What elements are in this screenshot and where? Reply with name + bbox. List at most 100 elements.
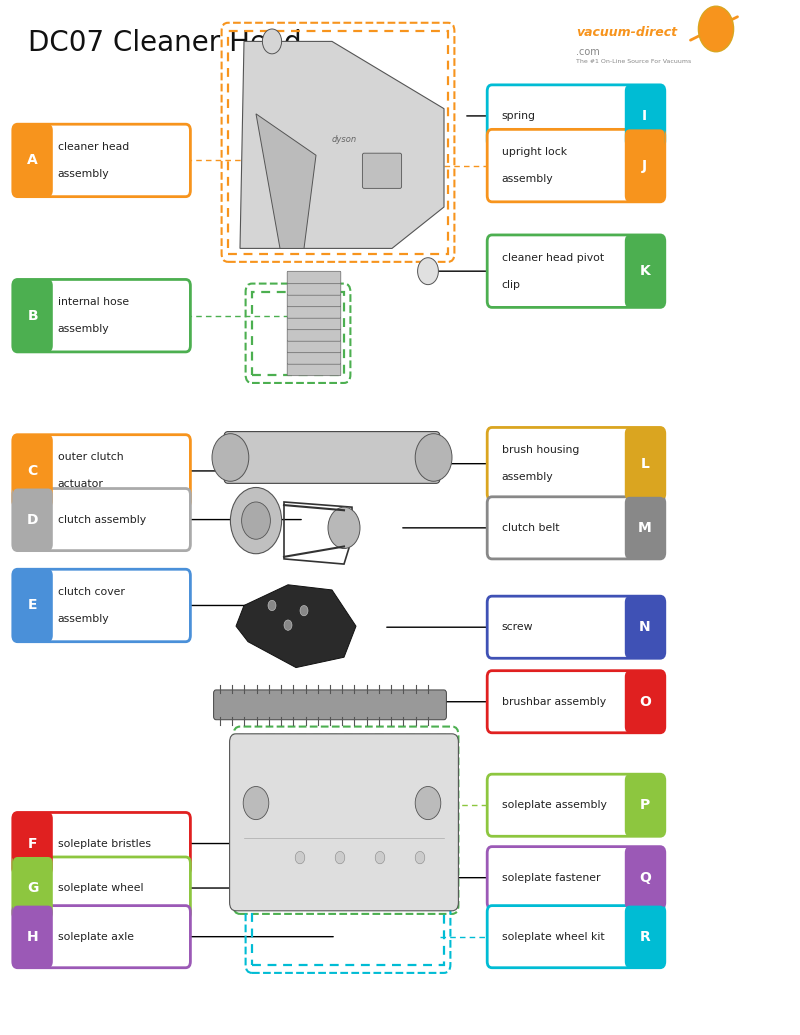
- FancyBboxPatch shape: [287, 352, 341, 364]
- Text: brush housing: brush housing: [502, 445, 579, 455]
- FancyBboxPatch shape: [287, 341, 341, 353]
- FancyBboxPatch shape: [287, 294, 341, 306]
- FancyBboxPatch shape: [487, 596, 665, 658]
- FancyBboxPatch shape: [625, 906, 665, 968]
- Text: O: O: [639, 694, 650, 709]
- FancyBboxPatch shape: [487, 847, 665, 909]
- Text: The #1 On-Line Source For Vacuums: The #1 On-Line Source For Vacuums: [576, 59, 691, 64]
- Text: Q: Q: [639, 870, 650, 885]
- Text: clip: clip: [502, 279, 521, 290]
- FancyBboxPatch shape: [13, 857, 190, 919]
- Circle shape: [335, 852, 345, 864]
- FancyBboxPatch shape: [625, 774, 665, 836]
- Text: N: N: [639, 620, 650, 634]
- FancyBboxPatch shape: [13, 906, 190, 968]
- FancyBboxPatch shape: [13, 489, 190, 551]
- Text: A: A: [27, 153, 38, 168]
- Circle shape: [375, 852, 385, 864]
- FancyBboxPatch shape: [13, 812, 53, 875]
- Polygon shape: [256, 114, 316, 248]
- FancyBboxPatch shape: [625, 847, 665, 909]
- Circle shape: [415, 434, 452, 481]
- Text: L: L: [640, 456, 650, 471]
- Text: outer clutch: outer clutch: [58, 452, 123, 463]
- Circle shape: [698, 6, 734, 52]
- Text: H: H: [27, 929, 38, 944]
- FancyBboxPatch shape: [13, 489, 53, 551]
- Text: dyson: dyson: [331, 136, 357, 144]
- Text: soleplate bristles: soleplate bristles: [58, 838, 150, 849]
- Circle shape: [300, 605, 308, 616]
- Text: B: B: [27, 308, 38, 323]
- Circle shape: [295, 852, 305, 864]
- Circle shape: [284, 620, 292, 630]
- FancyBboxPatch shape: [487, 427, 665, 500]
- FancyBboxPatch shape: [487, 235, 665, 307]
- FancyBboxPatch shape: [287, 305, 341, 318]
- FancyBboxPatch shape: [487, 497, 665, 559]
- FancyBboxPatch shape: [13, 906, 53, 968]
- Text: soleplate wheel: soleplate wheel: [58, 883, 143, 893]
- FancyBboxPatch shape: [625, 596, 665, 658]
- FancyBboxPatch shape: [625, 129, 665, 202]
- Text: cleaner head pivot: cleaner head pivot: [502, 253, 604, 263]
- Polygon shape: [240, 41, 444, 248]
- FancyBboxPatch shape: [13, 124, 53, 197]
- Text: clutch cover: clutch cover: [58, 587, 125, 597]
- FancyBboxPatch shape: [287, 283, 341, 295]
- Text: screw: screw: [502, 622, 533, 632]
- FancyBboxPatch shape: [487, 129, 665, 202]
- Text: C: C: [28, 464, 38, 478]
- Text: soleplate wheel kit: soleplate wheel kit: [502, 932, 604, 942]
- Circle shape: [230, 487, 282, 554]
- FancyBboxPatch shape: [287, 329, 341, 342]
- FancyBboxPatch shape: [487, 906, 665, 968]
- Text: assembly: assembly: [58, 324, 110, 334]
- FancyBboxPatch shape: [13, 812, 190, 875]
- FancyBboxPatch shape: [287, 271, 341, 284]
- Text: assembly: assembly: [502, 174, 554, 184]
- Text: soleplate fastener: soleplate fastener: [502, 873, 600, 883]
- Circle shape: [243, 787, 269, 820]
- Text: upright lock: upright lock: [502, 147, 566, 157]
- Text: DC07 Cleaner Head: DC07 Cleaner Head: [28, 29, 302, 57]
- Text: D: D: [27, 512, 38, 527]
- Text: G: G: [27, 881, 38, 895]
- Text: vacuum-direct: vacuum-direct: [576, 26, 677, 39]
- Text: K: K: [639, 264, 650, 278]
- Text: clutch assembly: clutch assembly: [58, 514, 146, 525]
- Text: R: R: [639, 929, 650, 944]
- Text: E: E: [28, 598, 38, 613]
- Text: I: I: [642, 109, 647, 123]
- FancyBboxPatch shape: [625, 427, 665, 500]
- FancyBboxPatch shape: [13, 435, 190, 507]
- FancyBboxPatch shape: [13, 569, 53, 642]
- Text: F: F: [28, 836, 38, 851]
- Circle shape: [418, 258, 438, 285]
- Text: assembly: assembly: [58, 169, 110, 179]
- Circle shape: [328, 507, 360, 549]
- Text: assembly: assembly: [58, 614, 110, 624]
- Circle shape: [268, 600, 276, 611]
- FancyBboxPatch shape: [13, 124, 190, 197]
- FancyBboxPatch shape: [487, 774, 665, 836]
- Polygon shape: [236, 585, 356, 668]
- Text: cleaner head: cleaner head: [58, 142, 129, 152]
- FancyBboxPatch shape: [214, 690, 446, 719]
- FancyBboxPatch shape: [13, 279, 190, 352]
- FancyBboxPatch shape: [13, 279, 53, 352]
- FancyBboxPatch shape: [13, 857, 53, 919]
- FancyBboxPatch shape: [224, 432, 440, 483]
- FancyBboxPatch shape: [625, 85, 665, 147]
- Text: soleplate assembly: soleplate assembly: [502, 800, 606, 810]
- Circle shape: [415, 852, 425, 864]
- FancyBboxPatch shape: [362, 153, 402, 188]
- Text: clutch belt: clutch belt: [502, 523, 559, 533]
- Circle shape: [212, 434, 249, 481]
- Text: internal hose: internal hose: [58, 297, 129, 307]
- FancyBboxPatch shape: [625, 497, 665, 559]
- Circle shape: [415, 787, 441, 820]
- Text: brushbar assembly: brushbar assembly: [502, 697, 606, 707]
- Text: actuator: actuator: [58, 479, 103, 490]
- Text: M: M: [638, 521, 652, 535]
